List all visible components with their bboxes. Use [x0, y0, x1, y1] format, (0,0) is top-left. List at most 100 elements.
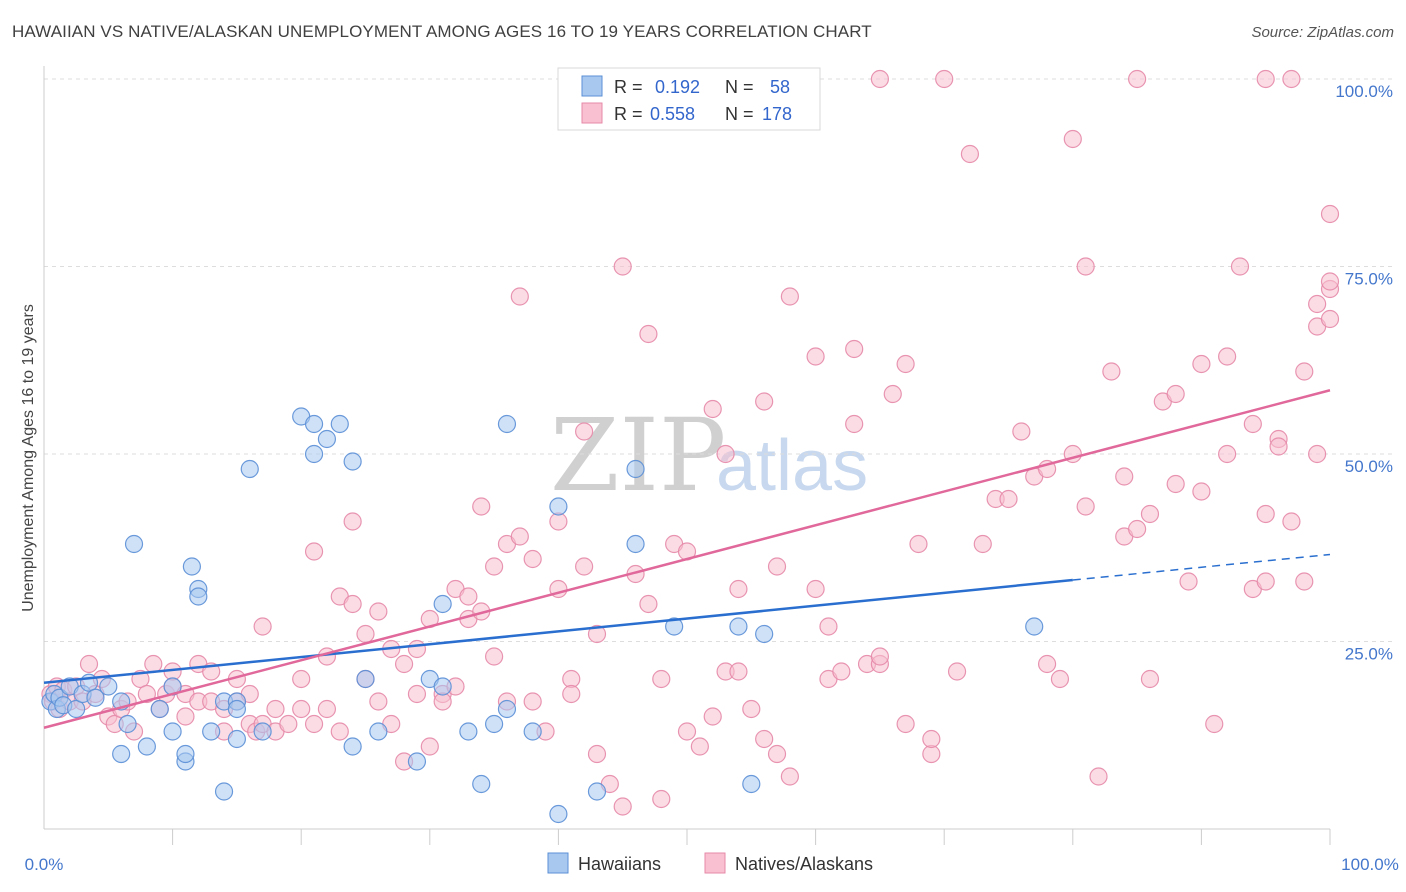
y-axis-label: Unemployment Among Ages 16 to 19 years [20, 304, 37, 612]
bottom-legend-hawaiians-label: Hawaiians [578, 854, 661, 874]
natives-point [1127, 69, 1147, 89]
natives-point [1256, 504, 1275, 524]
natives-point [755, 729, 774, 749]
natives-point [896, 354, 915, 374]
hawaiians-point [497, 414, 517, 434]
legend-r-label-1: R = [614, 77, 643, 97]
hawaiians-point [253, 722, 272, 741]
natives-point [1295, 362, 1314, 381]
hawaiians-point [755, 624, 774, 644]
natives-point [1320, 272, 1340, 291]
natives-point [1320, 204, 1340, 224]
natives-point [369, 602, 388, 621]
natives-point [742, 699, 761, 719]
natives-point [1205, 714, 1224, 734]
natives-point [1089, 767, 1108, 786]
natives-point [79, 654, 99, 674]
natives-point [1127, 519, 1147, 539]
natives-point [317, 647, 337, 666]
hawaiians-point [202, 722, 221, 741]
natives-point [780, 767, 799, 786]
natives-point [1037, 654, 1057, 674]
series-legend: Hawaiians Natives/Alaskans [547, 852, 873, 874]
watermark-zip: ZIP [550, 397, 726, 514]
hawaiians-point [330, 414, 349, 434]
natives-point [1192, 354, 1211, 374]
natives-point [317, 699, 337, 719]
natives-point [613, 797, 632, 816]
hawaiians-point [497, 699, 517, 719]
natives-point [767, 557, 787, 576]
hawaiians-point [99, 677, 118, 696]
natives-point [909, 534, 928, 554]
x-ticks [172, 829, 1331, 845]
hawaiians-point [369, 722, 388, 741]
natives-point [1179, 572, 1198, 591]
natives-point [729, 662, 748, 681]
series-hawaiians-points [41, 407, 1044, 824]
y-tick-labels: 25.0% 50.0% 75.0% 100.0% [1335, 82, 1393, 664]
hawaiians-point [304, 414, 324, 434]
natives-point [1282, 69, 1301, 89]
natives-point [1076, 257, 1095, 276]
natives-point [703, 707, 722, 726]
natives-point [755, 392, 774, 411]
natives-point [1308, 444, 1327, 464]
hawaiians-point [587, 782, 607, 801]
natives-point [253, 617, 272, 636]
natives-point [1192, 482, 1211, 501]
natives-point [870, 69, 890, 89]
natives-point [832, 662, 851, 681]
natives-point [304, 542, 324, 561]
natives-point [780, 287, 799, 306]
natives-point [394, 654, 414, 674]
natives-point [575, 422, 594, 441]
natives-point [407, 639, 427, 659]
gridlines [44, 78, 1395, 642]
natives-point [459, 587, 478, 606]
hawaiians-point [189, 587, 208, 606]
hawaiians-point [343, 452, 362, 471]
natives-point [1076, 497, 1095, 516]
hawaiians-point [112, 744, 131, 764]
natives-point [266, 699, 285, 719]
natives-point [510, 287, 529, 306]
hawaiians-point [549, 804, 568, 824]
natives-point [1256, 572, 1275, 591]
x-tick-label-min: 0.0% [25, 855, 64, 874]
natives-point [407, 684, 427, 704]
natives-point [562, 684, 581, 704]
natives-point [1012, 422, 1031, 441]
hawaiians-point [626, 459, 645, 479]
hawaiians-point [472, 774, 491, 794]
natives-point [330, 722, 349, 741]
hawaiians-point [227, 699, 246, 719]
natives-point [690, 737, 709, 756]
natives-point [523, 549, 542, 569]
bottom-legend-natives-swatch [704, 852, 726, 874]
hawaiians-point [742, 774, 761, 794]
hawaiians-point [124, 534, 144, 554]
hawaiians-point [485, 714, 504, 734]
natives-point [1063, 129, 1082, 149]
natives-point [652, 669, 671, 689]
hawaiians-point [665, 617, 684, 636]
natives-point [613, 257, 632, 276]
natives-point [279, 714, 298, 734]
hawaiians-point [304, 444, 324, 464]
stats-legend: R = 0.192 N = 58 R = 0.558 N = 178 [557, 67, 821, 131]
legend-r-value-2: 0.558 [650, 104, 695, 124]
natives-point [304, 714, 324, 734]
natives-point [845, 414, 864, 434]
natives-point [870, 647, 890, 666]
hawaiians-point [163, 722, 182, 741]
natives-point [677, 722, 697, 741]
natives-point [845, 339, 864, 359]
natives-point [1166, 474, 1185, 494]
trend-lines [43, 389, 1331, 729]
natives-point [575, 557, 594, 576]
source-label: Source: ZipAtlas.com [1251, 24, 1394, 41]
hawaiians-point [227, 729, 246, 749]
hawaiians-point [356, 669, 375, 689]
